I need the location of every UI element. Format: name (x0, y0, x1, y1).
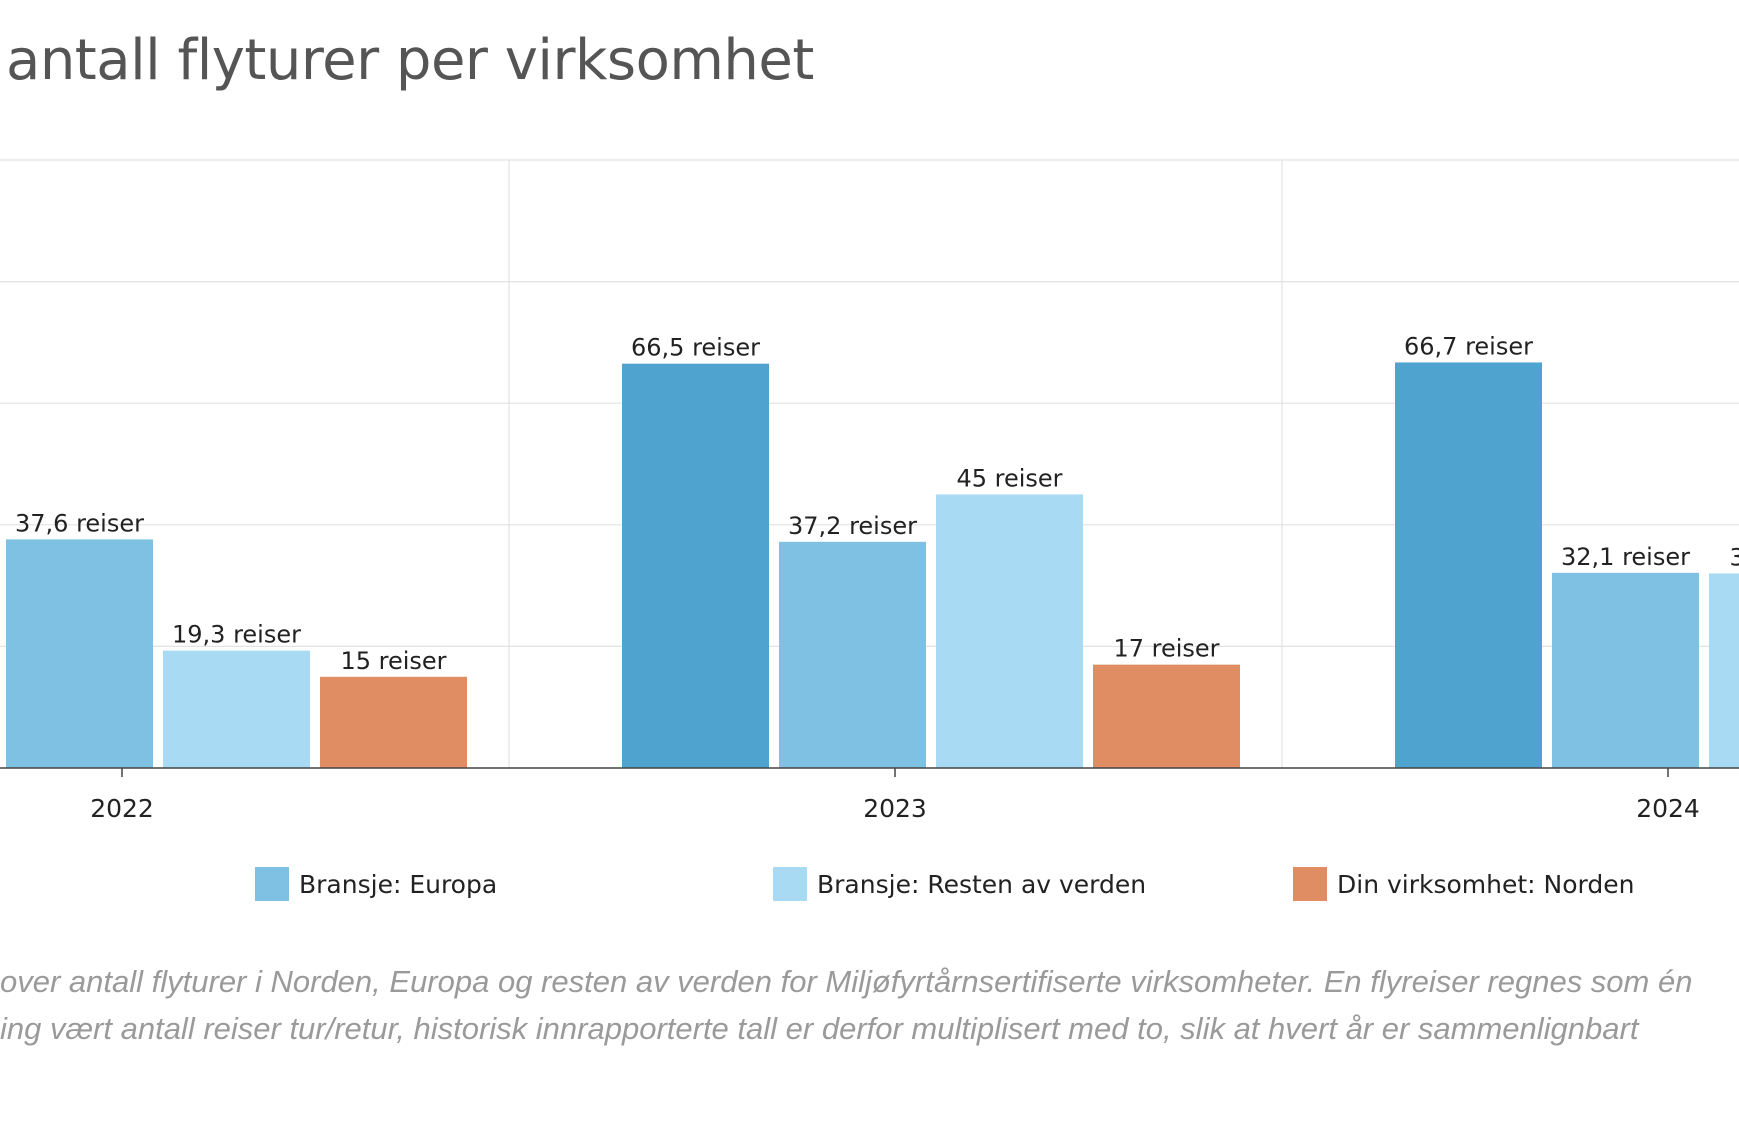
legend-swatch-europa (255, 867, 289, 901)
bar[interactable] (622, 363, 769, 768)
legend-item-norden[interactable]: Din virksomhet: Norden (1293, 866, 1635, 902)
legend-swatch-resten-av-verden (773, 867, 807, 901)
bar[interactable] (6, 539, 153, 768)
legend-item-europa[interactable]: Bransje: Europa (255, 866, 497, 902)
data-label: 32,1 reiser (1561, 543, 1690, 571)
bars (6, 362, 1739, 768)
bar[interactable] (320, 676, 467, 768)
x-tick-label: 2024 (1636, 794, 1700, 823)
data-label: 17 reiser (1113, 635, 1219, 663)
legend-swatch-norden (1293, 867, 1327, 901)
data-label: 15 reiser (340, 647, 446, 675)
data-labels: 37,6 reiser 19,3 reiser 15 reiser 66,5 reis… (15, 332, 1739, 674)
x-axis: 2022 2023 2024 (0, 767, 1739, 823)
bar[interactable] (1093, 664, 1240, 768)
data-label: 32 reiser (1729, 543, 1739, 571)
bar[interactable] (1552, 572, 1699, 768)
caption-line-2: ing vært antall reiser tur/retur, histor… (0, 1011, 1639, 1046)
data-label: 37,2 reiser (788, 512, 917, 540)
data-label: 19,3 reiser (172, 621, 301, 649)
legend-item-resten-av-verden[interactable]: Bransje: Resten av verden (773, 866, 1146, 902)
bar[interactable] (1395, 362, 1542, 768)
data-label: 66,7 reiser (1404, 332, 1533, 360)
chart-caption: over antall flyturer i Norden, Europa og… (0, 958, 1739, 1052)
legend-label-norden: Din virksomhet: Norden (1337, 869, 1635, 899)
data-label: 37,6 reiser (15, 509, 144, 537)
x-tick-label: 2022 (90, 794, 154, 823)
bar[interactable] (1709, 573, 1739, 768)
legend-label-europa: Bransje: Europa (299, 869, 498, 899)
data-label: 45 reiser (956, 464, 1062, 492)
bar[interactable] (163, 650, 310, 768)
data-label: 66,5 reiser (631, 334, 760, 362)
bar[interactable] (779, 541, 926, 768)
bar[interactable] (936, 494, 1083, 768)
chart-title: antall flyturer per virksomhet (6, 28, 814, 93)
x-tick-label: 2023 (863, 794, 927, 823)
legend-label-resten-av-verden: Bransje: Resten av verden (817, 869, 1147, 899)
caption-line-1: over antall flyturer i Norden, Europa og… (0, 964, 1693, 999)
